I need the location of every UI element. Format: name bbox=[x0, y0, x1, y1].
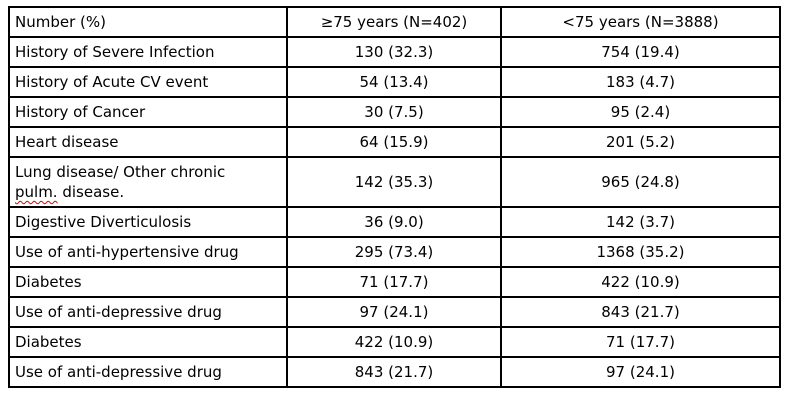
table-row: History of Acute CV event 54 (13.4) 183 (4… bbox=[8, 66, 781, 98]
table-row: Diabetes 422 (10.9) 71 (17.7) bbox=[8, 326, 781, 358]
row-label: Heart disease bbox=[8, 126, 288, 158]
table-row: Use of anti-depressive drug 843 (21.7) 97 … bbox=[8, 356, 781, 388]
row-label: Digestive Diverticulosis bbox=[8, 206, 288, 238]
value-ge75-years: 64 (15.9) bbox=[286, 126, 502, 158]
row-label: History of Cancer bbox=[8, 96, 288, 128]
table-row: Digestive Diverticulosis 36 (9.0) 142 (3.7… bbox=[8, 206, 781, 238]
value-ge75-years: 142 (35.3) bbox=[286, 156, 502, 208]
table-row: History of Cancer 30 (7.5) 95 (2.4) bbox=[8, 96, 781, 128]
value-lt75-years: 754 (19.4) bbox=[500, 36, 781, 68]
table-row: Diabetes 71 (17.7) 422 (10.9) bbox=[8, 266, 781, 298]
row-label: History of Acute CV event bbox=[8, 66, 288, 98]
comorbidity-table: Number (%) ≥75 years (N=402) <75 years (… bbox=[8, 6, 781, 388]
value-ge75-years: 295 (73.4) bbox=[286, 236, 502, 268]
row-label: Use of anti-depressive drug bbox=[8, 296, 288, 328]
value-lt75-years: 843 (21.7) bbox=[500, 296, 781, 328]
header-row: Number (%) ≥75 years (N=402) <75 years (… bbox=[8, 6, 781, 38]
row-label: Use of anti-depressive drug bbox=[8, 356, 288, 388]
header-lt75-years: <75 years (N=3888) bbox=[500, 6, 781, 38]
value-ge75-years: 71 (17.7) bbox=[286, 266, 502, 298]
value-lt75-years: 1368 (35.2) bbox=[500, 236, 781, 268]
table-row: Use of anti-depressive drug 97 (24.1) 843 … bbox=[8, 296, 781, 328]
row-label: Use of anti-hypertensive drug bbox=[8, 236, 288, 268]
header-number-percent: Number (%) bbox=[8, 6, 288, 38]
row-label: Diabetes bbox=[8, 266, 288, 298]
document-page: Number (%) ≥75 years (N=402) <75 years (… bbox=[8, 6, 781, 388]
value-ge75-years: 130 (32.3) bbox=[286, 36, 502, 68]
value-lt75-years: 97 (24.1) bbox=[500, 356, 781, 388]
row-label: Lung disease/ Other chronic pulm. diseas… bbox=[8, 156, 288, 208]
value-ge75-years: 36 (9.0) bbox=[286, 206, 502, 238]
header-ge75-years: ≥75 years (N=402) bbox=[286, 6, 502, 38]
value-lt75-years: 201 (5.2) bbox=[500, 126, 781, 158]
row-label: Diabetes bbox=[8, 326, 288, 358]
value-ge75-years: 843 (21.7) bbox=[286, 356, 502, 388]
value-ge75-years: 54 (13.4) bbox=[286, 66, 502, 98]
table-row: History of Severe Infection 130 (32.3) 754… bbox=[8, 36, 781, 68]
value-lt75-years: 422 (10.9) bbox=[500, 266, 781, 298]
value-ge75-years: 30 (7.5) bbox=[286, 96, 502, 128]
table-row: Heart disease 64 (15.9) 201 (5.2) bbox=[8, 126, 781, 158]
value-lt75-years: 965 (24.8) bbox=[500, 156, 781, 208]
value-lt75-years: 95 (2.4) bbox=[500, 96, 781, 128]
value-ge75-years: 422 (10.9) bbox=[286, 326, 502, 358]
row-label: History of Severe Infection bbox=[8, 36, 288, 68]
value-ge75-years: 97 (24.1) bbox=[286, 296, 502, 328]
value-lt75-years: 71 (17.7) bbox=[500, 326, 781, 358]
table-row: Lung disease/ Other chronic pulm. diseas… bbox=[8, 156, 781, 208]
misspelled-word-squiggle: pulm. bbox=[15, 183, 58, 201]
value-lt75-years: 142 (3.7) bbox=[500, 206, 781, 238]
table-row: Use of anti-hypertensive drug 295 (73.4) 1… bbox=[8, 236, 781, 268]
value-lt75-years: 183 (4.7) bbox=[500, 66, 781, 98]
table-body: History of Severe Infection 130 (32.3) 754… bbox=[8, 36, 781, 388]
